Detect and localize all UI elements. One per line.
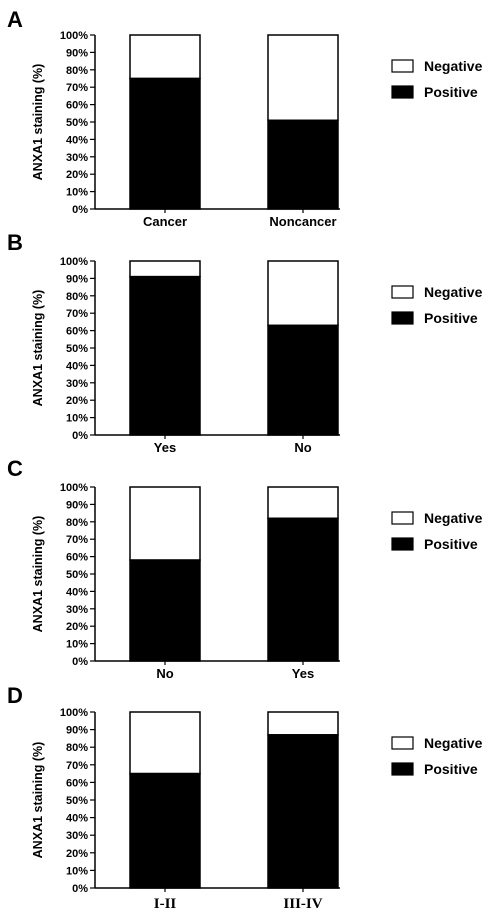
legend-label-positive: Positive	[424, 536, 478, 552]
category-label: I-II	[154, 896, 177, 912]
y-tick-label: 30%	[66, 830, 88, 842]
category-label: Yes	[292, 666, 314, 681]
legend-label-negative: Negative	[424, 58, 483, 74]
y-tick-label: 40%	[66, 360, 88, 372]
bar-negative	[267, 486, 339, 520]
y-tick-label: 40%	[66, 134, 88, 146]
y-tick-label: 60%	[66, 777, 88, 789]
y-tick-label: 50%	[66, 117, 88, 129]
y-tick-label: 90%	[66, 499, 88, 511]
bar-negative	[129, 260, 201, 278]
y-tick-label: 10%	[66, 187, 88, 199]
y-tick-label: 30%	[66, 152, 88, 164]
y-tick-label: 60%	[66, 100, 88, 112]
bar-positive	[267, 324, 339, 436]
panel-letter: A	[7, 7, 23, 32]
y-tick-label: 70%	[66, 82, 88, 94]
category-label: No	[294, 440, 311, 455]
y-tick-label: 100%	[60, 707, 88, 719]
legend-label-positive: Positive	[424, 84, 478, 100]
y-tick-label: 50%	[66, 569, 88, 581]
y-tick-label: 0%	[72, 430, 88, 442]
bar-positive	[129, 77, 201, 210]
y-tick-label: 10%	[66, 413, 88, 425]
y-tick-label: 20%	[66, 848, 88, 860]
category-label: III-IV	[283, 896, 322, 912]
bar-positive	[267, 734, 339, 889]
y-tick-label: 60%	[66, 552, 88, 564]
y-tick-label: 60%	[66, 326, 88, 338]
category-label: Noncancer	[269, 214, 336, 229]
y-tick-label: 70%	[66, 308, 88, 320]
chart-panel-a: A ANXA1 staining (%) 0% 10% 20% 30% 40% 50% 60% 7…	[7, 7, 483, 229]
legend-label-negative: Negative	[424, 510, 483, 526]
y-tick-label: 40%	[66, 586, 88, 598]
legend-swatch-positive	[391, 85, 414, 99]
bar-negative	[129, 711, 201, 775]
y-axis-label: ANXA1 staining (%)	[31, 290, 45, 407]
legend-label-positive: Positive	[424, 310, 478, 326]
y-tick-label: 100%	[60, 482, 88, 494]
y-tick-label: 80%	[66, 65, 88, 77]
panel-letter: D	[7, 683, 23, 708]
y-tick-label: 100%	[60, 30, 88, 42]
y-tick-label: 20%	[66, 621, 88, 633]
y-axis-label: ANXA1 staining (%)	[31, 516, 45, 633]
chart-panel-b: B ANXA1 staining (%) 0% 10% 20% 30% 40% 50% 60% 7…	[7, 230, 483, 455]
bar-negative	[267, 34, 339, 122]
bar-positive	[267, 517, 339, 662]
legend-label-negative: Negative	[424, 735, 483, 751]
legend-swatch-negative	[391, 59, 414, 73]
y-tick-label: 70%	[66, 534, 88, 546]
bar-positive	[267, 119, 339, 210]
y-tick-label: 0%	[72, 204, 88, 216]
bar-negative	[267, 711, 339, 736]
bar-negative	[129, 34, 201, 80]
category-label: Yes	[154, 440, 176, 455]
y-tick-label: 50%	[66, 343, 88, 355]
y-tick-label: 90%	[66, 47, 88, 59]
y-tick-label: 10%	[66, 639, 88, 651]
y-tick-label: 90%	[66, 725, 88, 737]
y-tick-label: 90%	[66, 273, 88, 285]
y-tick-label: 50%	[66, 795, 88, 807]
bar-positive	[129, 772, 201, 889]
y-tick-label: 30%	[66, 604, 88, 616]
bar-positive	[129, 559, 201, 662]
legend-label-positive: Positive	[424, 761, 478, 777]
y-tick-label: 80%	[66, 291, 88, 303]
y-tick-label: 0%	[72, 656, 88, 668]
y-tick-label: 10%	[66, 865, 88, 877]
y-axis-label: ANXA1 staining (%)	[31, 742, 45, 859]
y-tick-label: 80%	[66, 517, 88, 529]
legend-swatch-positive	[391, 311, 414, 325]
legend-swatch-positive	[391, 762, 414, 776]
chart-panel-d: D ANXA1 staining (%) 0% 10% 20% 30% 40% 50% 60% 7…	[7, 683, 483, 912]
y-tick-label: 20%	[66, 395, 88, 407]
legend-swatch-positive	[391, 537, 414, 551]
legend-swatch-negative	[391, 736, 414, 750]
legend-label-negative: Negative	[424, 284, 483, 300]
bar-negative	[267, 260, 339, 327]
category-label: No	[156, 666, 173, 681]
y-tick-label: 70%	[66, 760, 88, 772]
y-tick-label: 20%	[66, 169, 88, 181]
y-axis-label: ANXA1 staining (%)	[31, 64, 45, 181]
legend-swatch-negative	[391, 285, 414, 299]
y-tick-label: 40%	[66, 813, 88, 825]
category-label: Cancer	[143, 214, 187, 229]
panel-letter: B	[7, 230, 23, 255]
bar-positive	[129, 275, 201, 436]
y-tick-label: 30%	[66, 378, 88, 390]
bar-negative	[129, 486, 201, 561]
y-tick-label: 80%	[66, 742, 88, 754]
y-tick-label: 0%	[72, 883, 88, 895]
legend-swatch-negative	[391, 511, 414, 525]
chart-panel-c: C ANXA1 staining (%) 0% 10% 20% 30% 40% 50% 60% 7…	[7, 456, 483, 681]
panel-letter: C	[7, 456, 23, 481]
y-tick-label: 100%	[60, 256, 88, 268]
